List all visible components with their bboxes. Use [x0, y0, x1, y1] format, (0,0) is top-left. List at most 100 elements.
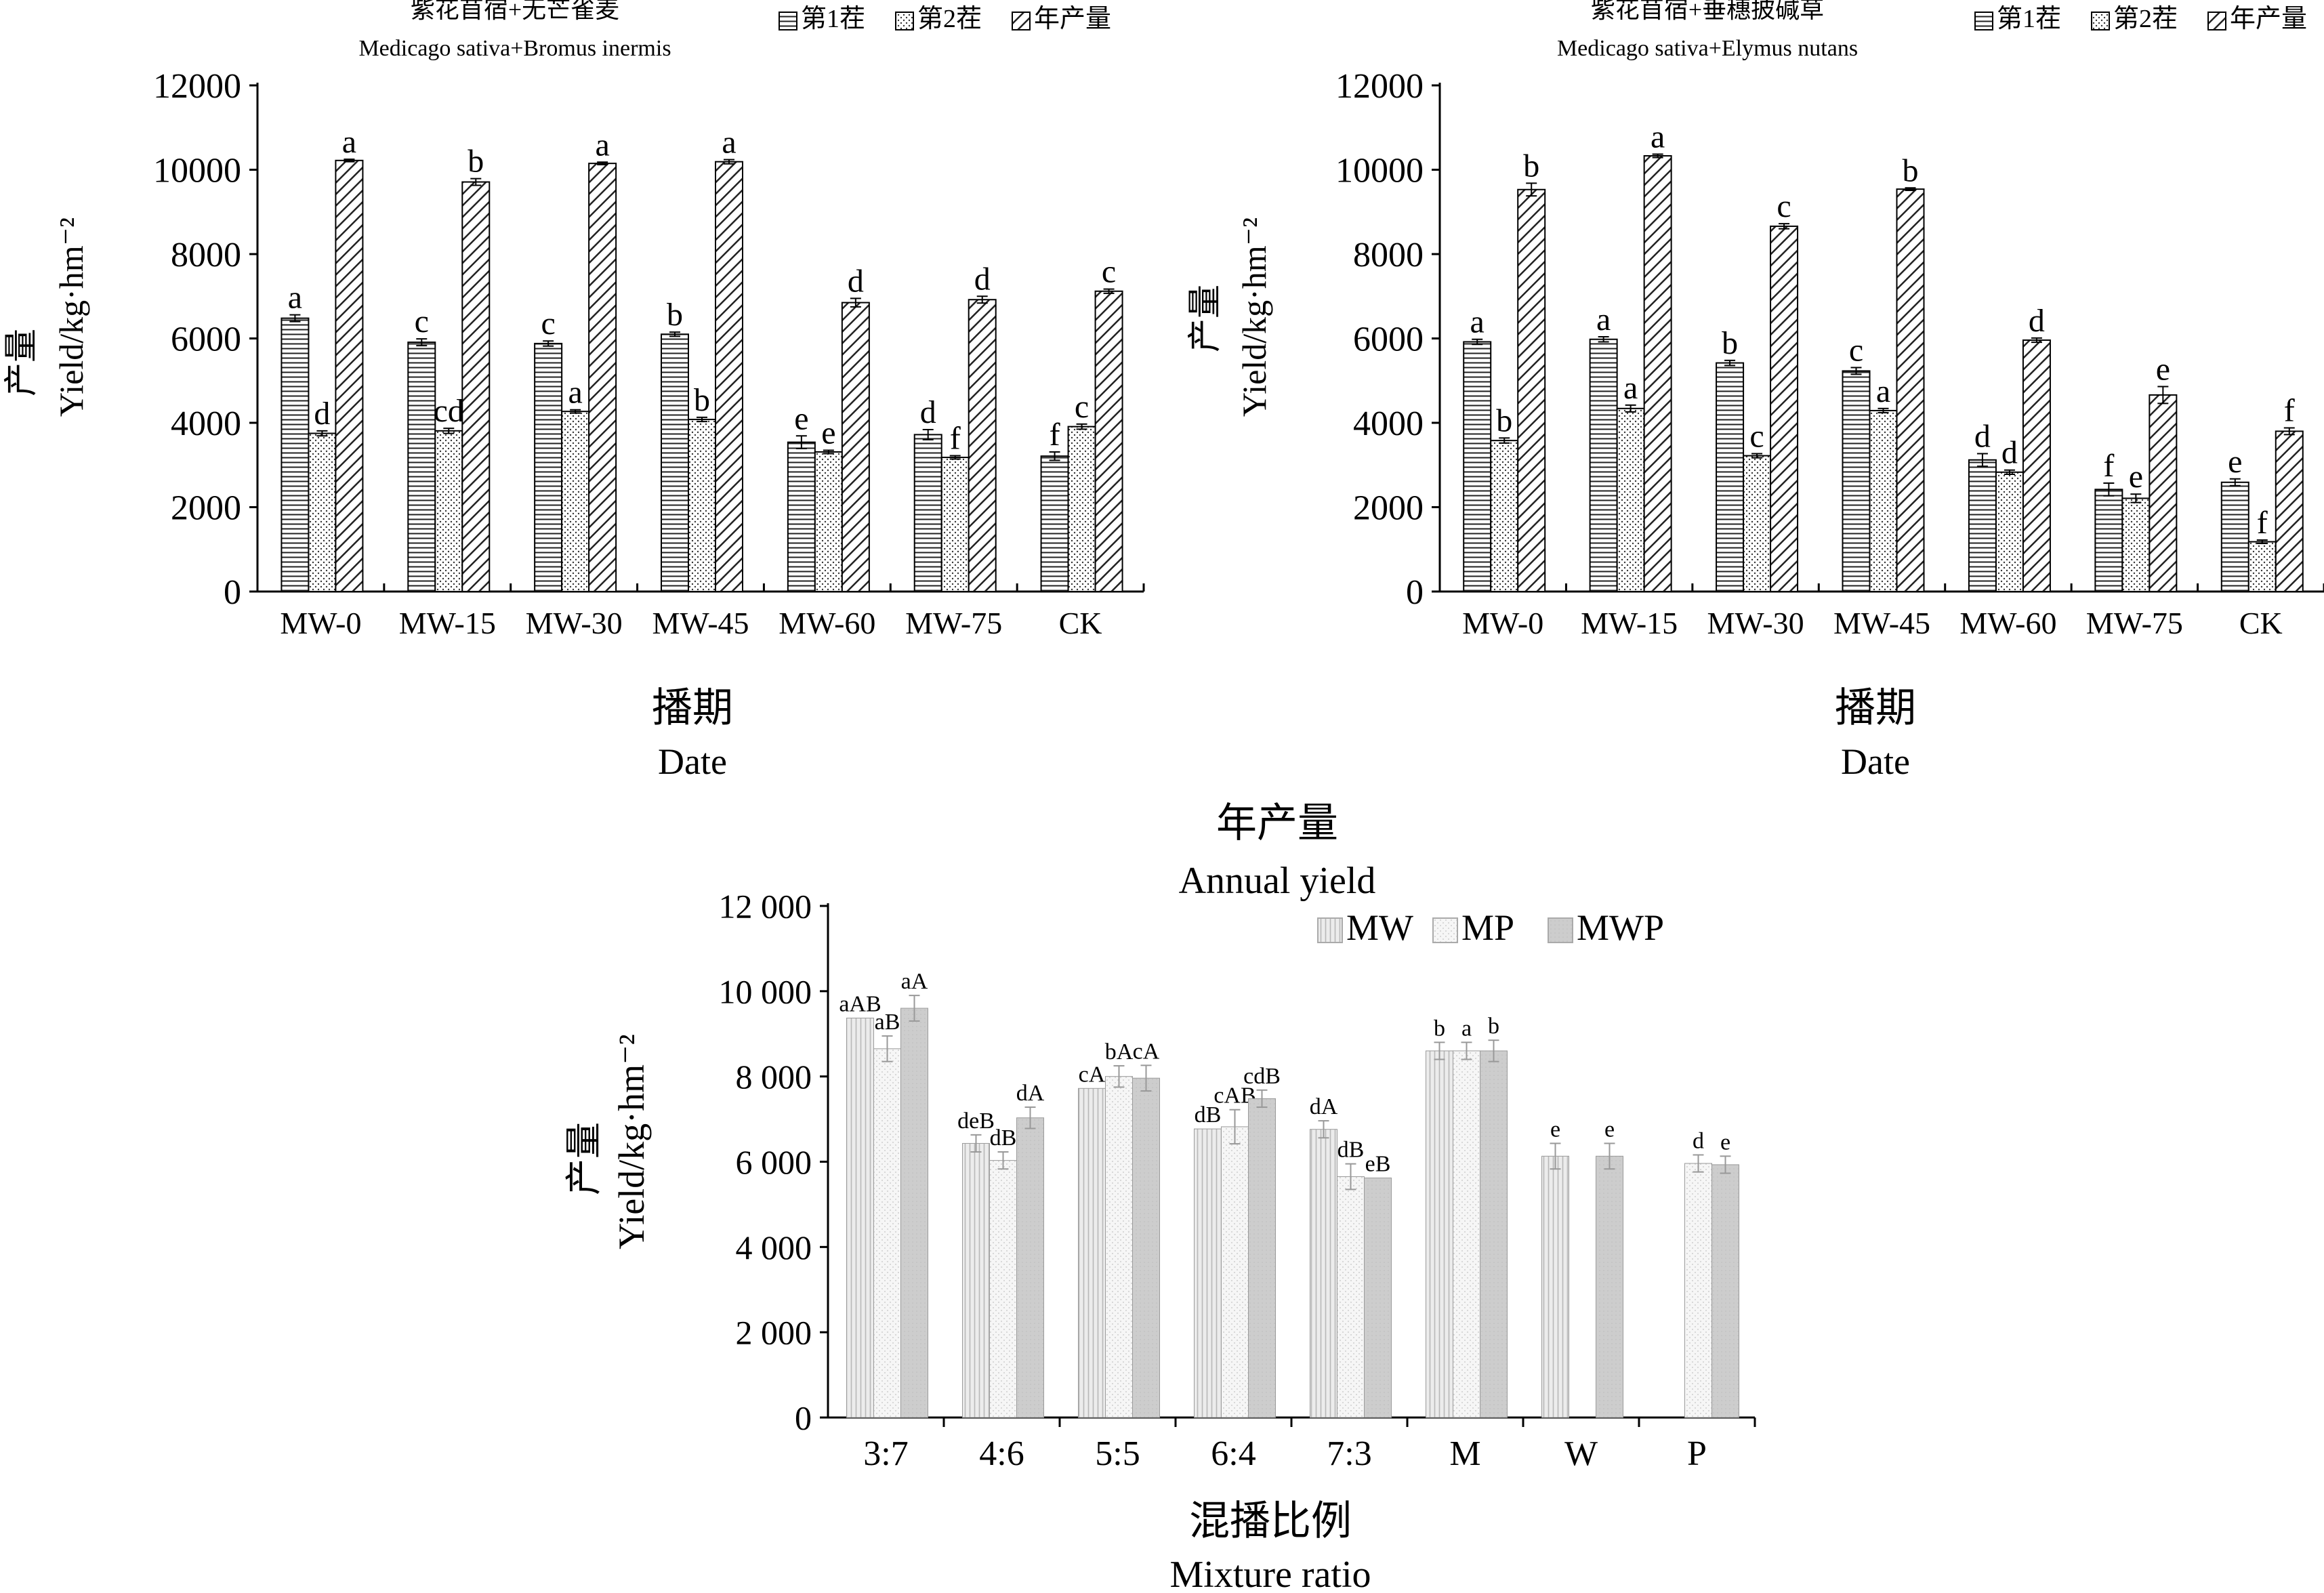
bar	[841, 302, 870, 592]
x-axis-label-cn: 播期	[1835, 686, 1916, 730]
legend-label: 年产量	[1034, 5, 1111, 33]
significance-label: e	[821, 415, 835, 451]
bar	[1248, 1098, 1276, 1418]
y-tick-label: 6000	[1353, 320, 1424, 359]
bar	[2275, 430, 2304, 593]
y-tick-label: 12 000	[719, 888, 812, 926]
y-tick-label: 0	[1406, 573, 1424, 612]
y-tick-label: 8 000	[736, 1058, 812, 1096]
bar	[846, 1017, 874, 1418]
category-label: MW-75	[905, 606, 1002, 640]
bar	[461, 181, 491, 592]
significance-label: b	[1903, 152, 1919, 188]
significance-label: b	[1496, 402, 1512, 438]
legend-item: 第2茬	[895, 5, 982, 33]
bar	[1453, 1050, 1480, 1418]
bar	[1596, 1155, 1623, 1418]
bar	[1684, 1163, 1712, 1418]
bar	[814, 451, 843, 593]
y-axis-label: Yield/kg·hm⁻²	[52, 218, 90, 417]
legend-item: MP	[1432, 907, 1514, 948]
legend-item: 年产量	[1012, 5, 1111, 33]
bar	[900, 1008, 928, 1418]
legend-swatch	[2207, 12, 2226, 30]
significance-label: b	[1523, 148, 1539, 184]
bar	[2094, 489, 2123, 592]
legend-swatch	[1432, 917, 1458, 943]
bar	[2247, 541, 2277, 592]
category-label: MW-0	[280, 606, 361, 640]
category-label: MW-30	[526, 606, 623, 640]
bar	[2022, 339, 2051, 592]
y-axis-label: Yield/kg·hm⁻²	[1235, 218, 1273, 417]
significance-label: d	[848, 263, 864, 299]
bar	[1480, 1050, 1508, 1418]
y-tick-label: 4000	[171, 405, 241, 443]
bar	[940, 457, 970, 592]
bar	[1842, 370, 1871, 592]
bar	[1517, 188, 1546, 592]
significance-label: f	[950, 421, 961, 457]
x-axis-label: Date	[658, 741, 727, 782]
bar	[1364, 1177, 1392, 1418]
bar	[1896, 188, 1925, 592]
category-label: MW-15	[1581, 606, 1678, 640]
significance-label: a	[288, 280, 302, 316]
legend-label: MWP	[1577, 907, 1664, 948]
significance-label: d	[974, 261, 991, 297]
legend-label: 第2茬	[2113, 5, 2178, 33]
significance-label: f	[2103, 448, 2114, 484]
y-tick-label: 6 000	[736, 1143, 812, 1181]
plot-area: 0 2000 4000 6000 8000 10000 12000 MW-0 a d a MW-15 c…	[153, 67, 1145, 640]
significance-label: e	[794, 400, 808, 436]
category-label: P	[1687, 1434, 1707, 1473]
category-label: MW-30	[1707, 606, 1804, 640]
bar	[1716, 362, 1745, 592]
legend-label: 第1茬	[1997, 5, 2061, 33]
y-tick-label: 2000	[171, 489, 241, 528]
bar	[588, 163, 617, 593]
bar	[787, 441, 816, 593]
chart-panel-bromus: 紫花苜宿+无芒雀麦 Medicago sativa+Bromus inermis…	[2, 0, 1145, 782]
category-label: 6:4	[1211, 1434, 1256, 1473]
bar	[715, 161, 743, 593]
x-axis-label: Mixture ratio	[1169, 1554, 1371, 1593]
significance-label: d	[1974, 418, 1991, 454]
bar	[1490, 440, 1519, 593]
significance-label: b	[468, 144, 484, 180]
legend-swatch	[1548, 917, 1573, 943]
chart-subtitle: Annual yield	[1179, 860, 1376, 902]
significance-label: b	[1434, 1016, 1445, 1041]
bar	[1770, 225, 1799, 593]
category-label: MW-60	[779, 606, 875, 640]
y-tick-label: 10000	[1335, 152, 1424, 190]
legend-item: MW	[1317, 907, 1413, 948]
significance-label: e	[2129, 459, 2143, 495]
significance-label: aB	[875, 1010, 900, 1035]
bar	[2121, 497, 2151, 592]
category-label: MW-75	[2086, 606, 2183, 640]
y-axis-label-cn: 产量	[2, 329, 40, 396]
category-label: 7:3	[1327, 1434, 1371, 1473]
significance-label: c	[1075, 389, 1089, 425]
y-tick-label: 12000	[153, 67, 241, 106]
legend-swatch	[1012, 12, 1031, 30]
chart-subtitle: Medicago sativa+Bromus inermis	[358, 36, 671, 61]
bar	[968, 299, 997, 592]
significance-label: dB	[1337, 1138, 1365, 1163]
y-tick-label: 8000	[171, 236, 241, 274]
bar	[2220, 481, 2249, 593]
significance-label: f	[2257, 505, 2268, 541]
bar	[1743, 455, 1772, 592]
significance-label: cd	[434, 393, 464, 429]
legend-item: 第1茬	[1974, 5, 2061, 33]
bar	[1643, 154, 1672, 592]
significance-label: cA	[1079, 1062, 1106, 1087]
significance-label: b	[1722, 325, 1738, 361]
bar	[1078, 1088, 1106, 1418]
legend-label: 第1茬	[801, 5, 865, 33]
significance-label: cA	[1133, 1039, 1160, 1064]
bar	[1968, 459, 1997, 593]
bar	[1094, 290, 1123, 592]
